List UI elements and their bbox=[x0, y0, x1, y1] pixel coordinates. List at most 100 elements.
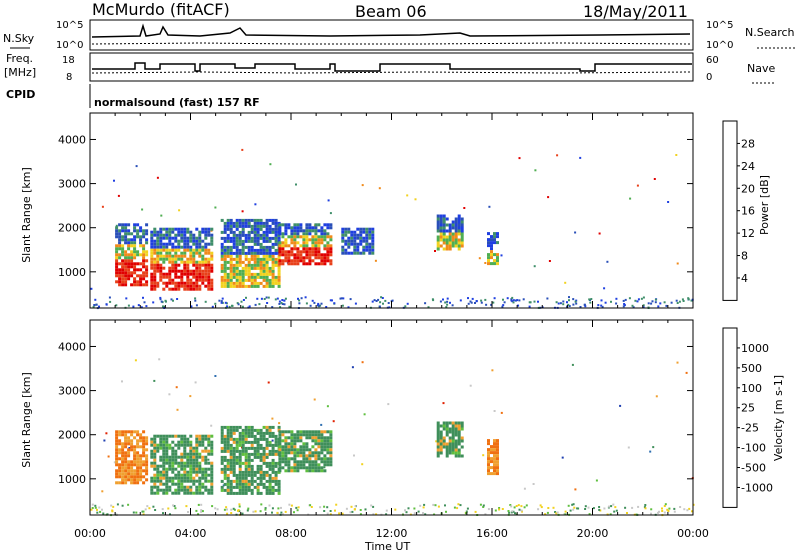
noise-pixel bbox=[283, 303, 286, 306]
echo-cell bbox=[174, 458, 178, 462]
echo-cell bbox=[189, 251, 193, 255]
echo-cell bbox=[150, 251, 154, 255]
echo-cell bbox=[290, 439, 294, 443]
echo-cell bbox=[278, 457, 282, 461]
echo-cell bbox=[241, 446, 245, 450]
echo-cell bbox=[302, 430, 306, 434]
noise-pixel bbox=[564, 510, 567, 513]
echo-cell bbox=[268, 449, 272, 453]
echo-cell bbox=[189, 479, 193, 483]
echo-cell bbox=[323, 457, 327, 461]
echo-cell bbox=[238, 278, 242, 282]
echo-cell bbox=[311, 460, 315, 464]
echo-cell bbox=[156, 242, 160, 246]
power-colorbar-label: Power [dB] bbox=[758, 175, 771, 235]
noise-pixel bbox=[326, 506, 329, 509]
scatter-pixel bbox=[676, 262, 679, 265]
noise-pixel bbox=[295, 506, 298, 509]
echo-cell bbox=[305, 226, 309, 230]
echo-cell bbox=[314, 460, 318, 464]
echo-cell bbox=[329, 457, 333, 461]
echo-cell bbox=[235, 245, 239, 249]
echo-cell bbox=[320, 226, 324, 230]
echo-cell bbox=[457, 433, 461, 437]
echo-cell bbox=[326, 244, 330, 248]
echo-cell bbox=[189, 473, 193, 477]
noise-pixel bbox=[264, 508, 267, 511]
echo-cell bbox=[323, 448, 327, 452]
echo-cell bbox=[448, 241, 452, 245]
scatter-pixel bbox=[533, 265, 536, 268]
echo-cell bbox=[130, 475, 134, 479]
echo-cell bbox=[150, 284, 154, 288]
echo-cell bbox=[268, 269, 272, 273]
echo-cell bbox=[247, 467, 251, 471]
echo-cell bbox=[220, 242, 224, 246]
echo-cell bbox=[439, 232, 443, 236]
echo-cell bbox=[168, 278, 172, 282]
echo-cell bbox=[186, 479, 190, 483]
echo-cell bbox=[457, 220, 461, 224]
echo-cell bbox=[174, 452, 178, 456]
echo-cell bbox=[278, 253, 282, 257]
noise-pixel bbox=[637, 298, 640, 301]
noise-pixel bbox=[512, 510, 515, 513]
echo-cell bbox=[284, 448, 288, 452]
echo-cell bbox=[277, 263, 281, 267]
echo-cell bbox=[165, 257, 169, 261]
echo-cell bbox=[314, 457, 318, 461]
echo-cell bbox=[271, 266, 275, 270]
echo-cell bbox=[256, 476, 260, 480]
scatter-pixel bbox=[254, 203, 257, 206]
echo-cell bbox=[323, 463, 327, 467]
echo-cell bbox=[150, 491, 154, 495]
echo-cell bbox=[165, 479, 169, 483]
echo-cell bbox=[262, 485, 266, 489]
nave-tick-high: 60 bbox=[706, 55, 719, 66]
echo-cell bbox=[271, 269, 275, 273]
echo-cell bbox=[244, 434, 248, 438]
echo-cell bbox=[284, 229, 288, 233]
scatter-pixel bbox=[564, 281, 567, 284]
echo-cell bbox=[150, 263, 154, 267]
echo-cell bbox=[320, 256, 324, 260]
echo-cell bbox=[118, 244, 122, 248]
echo-cell bbox=[278, 229, 282, 233]
echo-cell bbox=[274, 218, 278, 222]
echo-cell bbox=[232, 245, 236, 249]
echo-cell bbox=[226, 485, 230, 489]
echo-cell bbox=[448, 238, 452, 242]
echo-cell bbox=[341, 248, 345, 252]
echo-cell bbox=[368, 236, 372, 240]
echo-cell bbox=[156, 443, 160, 447]
scatter-pixel bbox=[210, 424, 213, 427]
echo-cell bbox=[320, 241, 324, 245]
noise-pixel bbox=[405, 511, 408, 514]
echo-cell bbox=[293, 244, 297, 248]
echo-cell bbox=[320, 460, 324, 464]
noise-pixel bbox=[375, 513, 378, 516]
scatter-pixel bbox=[207, 458, 210, 461]
echo-cell bbox=[268, 254, 272, 258]
echo-cell bbox=[223, 245, 227, 249]
echo-cell bbox=[226, 473, 230, 477]
echo-cell bbox=[223, 230, 227, 234]
echo-cell bbox=[198, 269, 202, 273]
noise-pixel bbox=[634, 299, 637, 302]
echo-cell bbox=[320, 448, 324, 452]
noise-pixel bbox=[654, 301, 657, 304]
echo-cell bbox=[210, 284, 214, 288]
echo-cell bbox=[299, 223, 303, 227]
noise-pixel bbox=[159, 296, 162, 299]
echo-cell bbox=[150, 245, 154, 249]
echo-cell bbox=[326, 226, 330, 230]
noise-pixel bbox=[470, 301, 473, 304]
echo-cell bbox=[189, 464, 193, 468]
echo-cell bbox=[487, 472, 490, 476]
echo-cell bbox=[314, 226, 318, 230]
noise-pixel bbox=[99, 510, 102, 513]
echo-cell bbox=[130, 433, 134, 437]
echo-cell bbox=[284, 244, 288, 248]
echo-cell bbox=[244, 218, 248, 222]
noise-pixel bbox=[259, 510, 262, 513]
